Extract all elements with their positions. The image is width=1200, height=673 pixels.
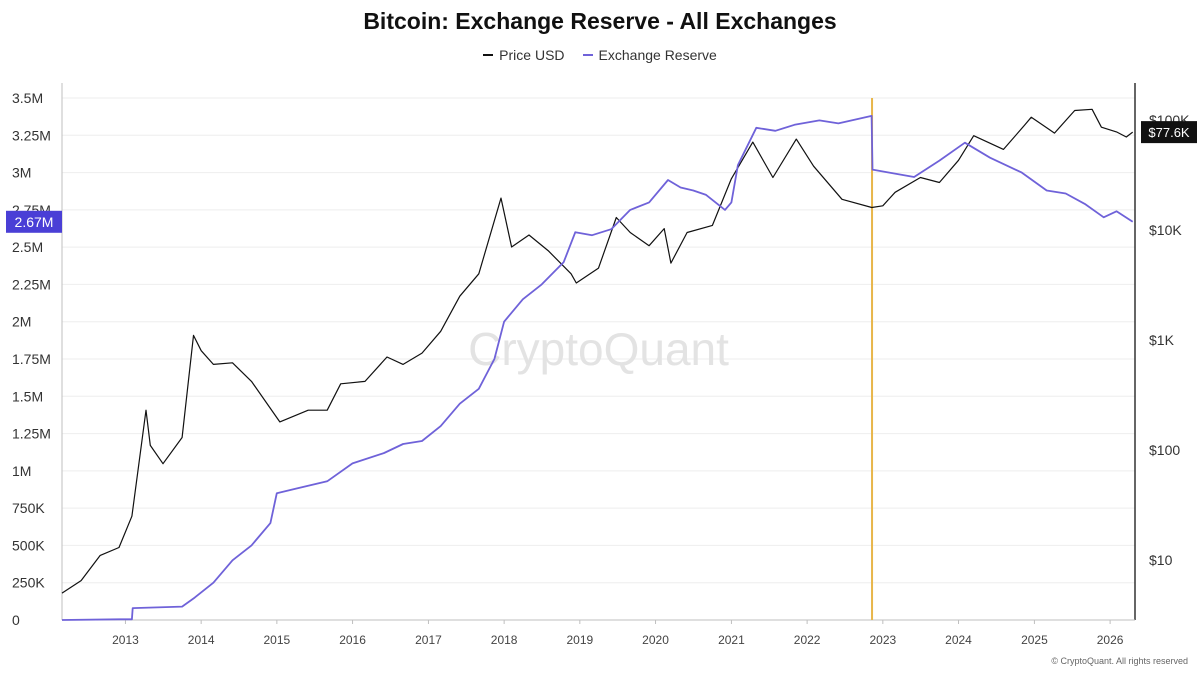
legend-label-reserve: Exchange Reserve [598,47,717,63]
y-left-tick-label: 3M [12,165,31,181]
x-tick-label: 2026 [1097,633,1124,647]
chart-legend: Price USD Exchange Reserve [0,47,1200,63]
y-left-tick-label: 1.75M [12,351,51,367]
legend-swatch-reserve [582,54,593,56]
series-line-reserve [61,115,1134,621]
legend-item-price[interactable]: Price USD [483,47,565,63]
y-left-tick-label: 3.5M [12,90,43,106]
y-left-tick-label: 750K [12,500,45,516]
y-left-tick-label: 0 [12,612,20,628]
x-tick-label: 2024 [945,633,972,647]
current-price-badge [1141,121,1197,144]
copyright-notice: © CryptoQuant. All rights reserved [1051,656,1188,666]
x-tick-label: 2016 [339,633,366,647]
current-reserve-value: 2.67M [15,214,54,230]
x-tick-label: 2023 [869,633,896,647]
x-tick-label: 2018 [491,633,518,647]
series-line-price [61,108,1134,594]
y-left-tick-label: 2M [12,314,31,330]
legend-label-price: Price USD [499,47,565,63]
current-price-value: $77.6K [1148,125,1190,140]
y-right-tick-label: $10K [1149,222,1182,238]
y-left-tick-label: 1.5M [12,388,43,404]
y-left-tick-label: 3.25M [12,127,51,143]
y-left-tick-label: 2.25M [12,276,51,292]
x-tick-label: 2021 [718,633,745,647]
legend-swatch-price [483,54,494,56]
y-left-tick-label: 500K [12,537,45,553]
current-reserve-badge [6,210,62,233]
y-left-tick-label: 1.25M [12,426,51,442]
x-tick-label: 2020 [642,633,669,647]
y-left-tick-label: 1M [12,463,31,479]
x-tick-label: 2014 [188,633,215,647]
x-tick-label: 2019 [566,633,593,647]
x-tick-label: 2025 [1021,633,1048,647]
x-tick-label: 2015 [263,633,290,647]
y-right-tick-label: $1K [1149,332,1175,348]
chart-title: Bitcoin: Exchange Reserve - All Exchange… [363,8,837,34]
x-tick-label: 2022 [794,633,821,647]
y-right-tick-label: $100 [1149,442,1180,458]
x-tick-label: 2017 [415,633,442,647]
x-tick-label: 2013 [112,633,139,647]
watermark: CryptoQuant [468,323,729,375]
legend-item-reserve[interactable]: Exchange Reserve [582,47,717,63]
y-left-tick-label: 250K [12,575,45,591]
y-left-tick-label: 2.5M [12,239,43,255]
y-right-tick-label: $10 [1149,552,1173,568]
